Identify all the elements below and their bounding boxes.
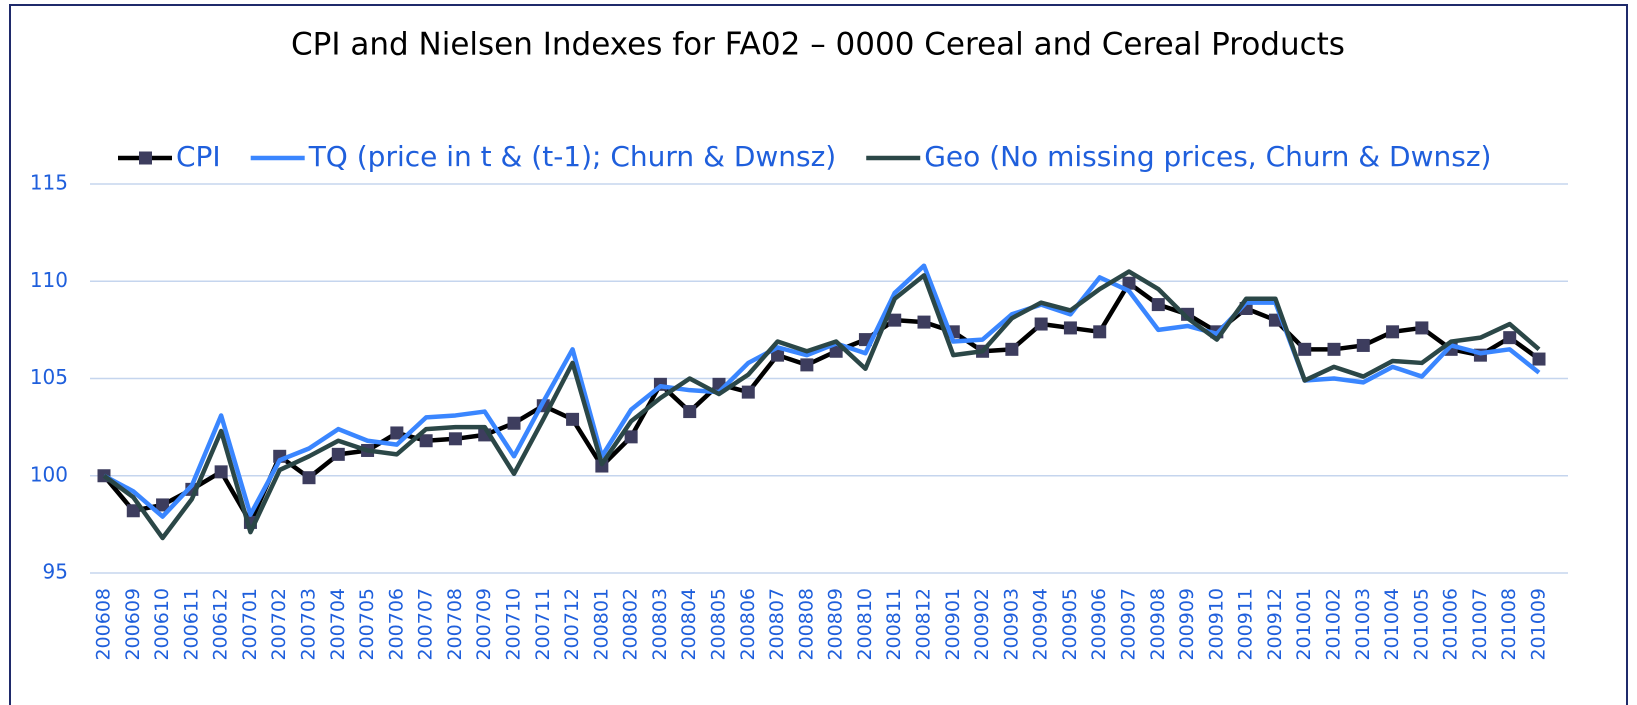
data-point [888, 313, 902, 327]
data-point [917, 315, 931, 329]
x-tick-label: 200702 [268, 588, 290, 661]
data-point [1063, 321, 1077, 335]
x-tick-label: 200804 [678, 588, 700, 661]
x-tick-label: 201004 [1381, 588, 1403, 661]
x-tick-label: 200709 [473, 588, 495, 661]
x-tick-label: 200705 [356, 588, 378, 661]
x-tick-label: 200802 [620, 588, 642, 661]
x-tick-label: 200807 [766, 588, 788, 661]
legend-marker [139, 151, 152, 165]
y-tick-label: 115 [30, 171, 68, 195]
x-tick-label: 200612 [210, 588, 232, 661]
x-tick-label: 200909 [1176, 588, 1198, 661]
data-point [302, 471, 316, 485]
x-tick-label: 200701 [239, 588, 261, 661]
data-point [214, 465, 228, 479]
x-tick-label: 200805 [708, 588, 730, 661]
x-tick-label: 201006 [1440, 588, 1462, 661]
legend-label: Geo (No missing prices, Churn & Dwnsz) [924, 140, 1491, 173]
x-tick-label: 200908 [1147, 588, 1169, 661]
data-point [390, 426, 404, 440]
data-line [102, 269, 1541, 541]
x-tick-label: 201009 [1528, 588, 1550, 661]
data-point [829, 344, 843, 358]
data-point [1327, 342, 1341, 356]
x-tick-label: 200910 [1205, 588, 1227, 661]
x-tick-label: 200608 [93, 588, 115, 661]
data-point [1356, 338, 1370, 352]
x-tick-label: 200809 [825, 588, 847, 661]
x-tick-label: 200712 [561, 588, 583, 661]
x-tick-label: 200901 [942, 588, 964, 661]
y-tick-label: 105 [30, 365, 68, 389]
chart-title: CPI and Nielsen Indexes for FA02 – 0000 … [291, 27, 1345, 63]
x-tick-label: 200706 [385, 588, 407, 661]
legend: CPI TQ (price in t & (t-1); Churn & Dwnsz… [118, 140, 1491, 173]
x-tick-label: 200707 [415, 588, 437, 661]
y-tick-label: 100 [30, 462, 68, 486]
data-point [156, 498, 170, 512]
data-point [1151, 298, 1165, 312]
data-point [1386, 325, 1400, 339]
x-tick-label: 200903 [1000, 588, 1022, 661]
data-point [624, 430, 638, 444]
data-point [1298, 342, 1312, 356]
x-tick-label: 201005 [1410, 588, 1432, 661]
x-tick-label: 201003 [1352, 588, 1374, 661]
y-tick-label: 95 [43, 560, 68, 584]
data-point [331, 447, 345, 461]
x-tick-label: 200810 [854, 588, 876, 661]
x-tick-label: 200808 [795, 588, 817, 661]
x-tick-label: 200911 [1235, 588, 1257, 661]
x-tick-label: 200907 [1118, 588, 1140, 661]
data-point [1122, 276, 1136, 290]
data-point [1005, 342, 1019, 356]
data-point [683, 405, 697, 419]
x-tick-label: 200609 [122, 588, 144, 661]
data-point [741, 385, 755, 399]
x-tick-label: 200801 [590, 588, 612, 661]
x-tick-label: 200710 [503, 588, 525, 661]
data-point [1093, 325, 1107, 339]
data-point [800, 358, 814, 372]
data-point [1532, 352, 1546, 366]
x-tick-label: 201002 [1323, 588, 1345, 661]
x-tick-label: 201001 [1293, 588, 1315, 661]
chart-frame [9, 4, 1628, 705]
x-tick-label: 200610 [151, 588, 173, 661]
data-point [448, 432, 462, 446]
x-tick-label: 201007 [1469, 588, 1491, 661]
data-point [1503, 331, 1517, 345]
y-tick-label: 110 [30, 268, 68, 292]
x-tick-label: 200906 [1088, 588, 1110, 661]
x-tick-label: 200611 [180, 588, 202, 661]
x-tick-label: 200812 [913, 588, 935, 661]
x-tick-label: 200803 [649, 588, 671, 661]
data-point [1415, 321, 1429, 335]
data-point [419, 434, 433, 448]
legend-label: TQ (price in t & (t-1); Churn & Dwnsz) [308, 140, 837, 173]
data-point [1034, 317, 1048, 331]
data-point [771, 348, 785, 362]
x-tick-label: 200902 [971, 588, 993, 661]
x-tick-label: 200811 [883, 588, 905, 661]
x-tick-label: 200905 [1059, 588, 1081, 661]
x-tick-label: 200904 [1030, 588, 1052, 661]
x-tick-label: 200703 [298, 588, 320, 661]
x-tick-label: 200708 [444, 588, 466, 661]
data-point [126, 504, 140, 518]
x-tick-label: 201008 [1498, 588, 1520, 661]
data-point [566, 412, 580, 426]
x-tick-label: 200912 [1264, 588, 1286, 661]
x-tick-label: 200704 [327, 588, 349, 661]
legend-label: CPI [176, 140, 221, 173]
data-point [507, 416, 521, 430]
x-tick-label: 200711 [532, 588, 554, 661]
x-tick-label: 200806 [737, 588, 759, 661]
